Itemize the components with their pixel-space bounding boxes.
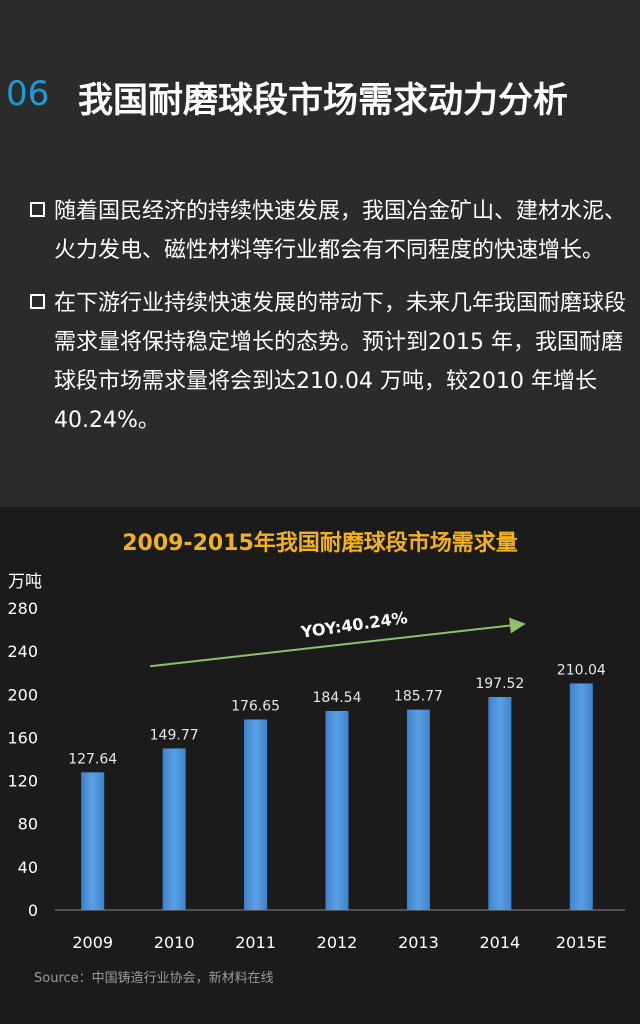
- bar: [81, 772, 105, 910]
- bar-value-label: 149.77: [150, 727, 199, 743]
- bar: [569, 683, 593, 910]
- bar-value-label: 197.52: [475, 676, 524, 692]
- title-row: 06 我国耐磨球段市场需求动力分析: [0, 70, 640, 130]
- chart-panel: 2009-2015年我国耐磨球段市场需求量 万吨 0 40 80 120 160 200 2…: [0, 507, 640, 1024]
- bar-value-label: 210.04: [557, 662, 606, 678]
- y-tick-label: 280: [7, 599, 38, 618]
- bar: [406, 709, 430, 910]
- bar: [244, 719, 268, 910]
- section-number: 06: [6, 74, 50, 114]
- bar-value-label: 185.77: [394, 689, 443, 705]
- y-tick-label: 160: [7, 728, 38, 747]
- yoy-annotation: YOY:40.24%: [299, 608, 409, 642]
- source-note: Source：中国铸造行业协会，新材料在线: [34, 971, 274, 986]
- bar-value-label: 184.54: [313, 690, 362, 706]
- bar-chart: 0 40 80 120 160 200 240 280 127.64 149.77 176.65 1…: [7, 599, 625, 952]
- x-tick-label: 2010: [154, 933, 195, 952]
- y-tick-label: 200: [7, 685, 38, 704]
- bullet-item: 随着国民经济的持续快速发展，我国冶金矿山、建材水泥、火力发电、磁性材料等行业都会…: [28, 192, 628, 270]
- x-tick-label: 2015E: [556, 933, 607, 952]
- x-tick-label: 2014: [479, 933, 520, 952]
- square-bullet-icon: [30, 202, 45, 217]
- bar: [162, 748, 186, 910]
- bullet-text: 在下游行业持续快速发展的带动下，未来几年我国耐磨球段需求量将保持稳定增长的态势。…: [54, 291, 627, 433]
- x-tick-label: 2011: [235, 933, 276, 952]
- bullet-text: 随着国民经济的持续快速发展，我国冶金矿山、建材水泥、火力发电、磁性材料等行业都会…: [54, 199, 627, 263]
- y-tick-label: 240: [7, 642, 38, 661]
- bar-value-label: 127.64: [68, 751, 117, 767]
- bar: [488, 696, 512, 910]
- page-title: 我国耐磨球段市场需求动力分析: [78, 81, 569, 121]
- bar: [325, 710, 349, 910]
- trend-arrow: [150, 617, 526, 668]
- bar-value-label: 176.65: [231, 698, 280, 714]
- chart-title: 2009-2015年我国耐磨球段市场需求量: [122, 531, 518, 556]
- x-tick-label: 2012: [317, 933, 358, 952]
- bullet-list: 随着国民经济的持续快速发展，我国冶金矿山、建材水泥、火力发电、磁性材料等行业都会…: [28, 192, 628, 454]
- square-bullet-icon: [30, 294, 45, 309]
- y-axis-unit: 万吨: [8, 572, 42, 592]
- x-tick-label: 2009: [72, 933, 113, 952]
- y-tick-label: 0: [28, 901, 38, 920]
- y-tick-label: 40: [18, 858, 38, 877]
- y-tick-label: 120: [7, 772, 38, 791]
- bullet-item: 在下游行业持续快速发展的带动下，未来几年我国耐磨球段需求量将保持稳定增长的态势。…: [28, 284, 628, 440]
- x-tick-label: 2013: [398, 933, 439, 952]
- y-tick-label: 80: [18, 815, 38, 834]
